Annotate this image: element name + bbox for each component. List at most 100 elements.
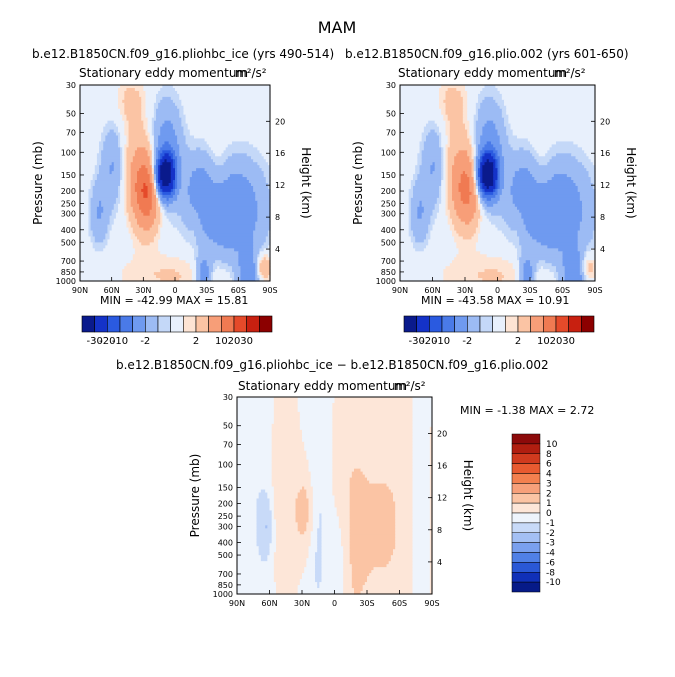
panel-left-stats: MIN = -42.99 MAX = 15.81 bbox=[100, 294, 248, 307]
colorbar-left-swatch bbox=[94, 315, 108, 333]
colorbar-right-label: -10 bbox=[434, 336, 450, 347]
colorbar-diff-swatch bbox=[511, 483, 541, 494]
panel-diff-ylabel: Pressure (mb) bbox=[188, 454, 202, 538]
panel-diff-lat-tick-label: 90N bbox=[229, 599, 245, 608]
panel-right-height-tick-label: 20 bbox=[600, 117, 610, 126]
colorbar-right-label: -20 bbox=[421, 336, 437, 347]
colorbar-diff-swatch bbox=[511, 443, 541, 455]
colorbar-diff-swatch bbox=[511, 512, 541, 524]
panel-left-pressure-tick-label: 70 bbox=[66, 128, 76, 137]
colorbar-right-label: 10 bbox=[537, 336, 550, 347]
panel-diff-case-title: b.e12.B1850CN.f09_g16.pliohbc_ice − b.e1… bbox=[116, 358, 549, 372]
panel-left-units: m²/s² bbox=[235, 66, 267, 80]
colorbar-right-label: -2 bbox=[462, 336, 472, 347]
panel-diff-lat-tick-label: 90S bbox=[424, 599, 439, 608]
colorbar-right-swatch bbox=[454, 315, 468, 333]
panel-diff-height-tick-label: 12 bbox=[437, 494, 447, 503]
panel-diff-pressure-tick-label: 100 bbox=[218, 461, 233, 470]
panel-left-lat-tick-label: 60N bbox=[104, 286, 120, 295]
colorbar-diff-label: 10 bbox=[546, 440, 558, 450]
panel-left-lat-tick-label: 90S bbox=[262, 286, 277, 295]
panel-left-pressure-tick-label: 1000 bbox=[56, 277, 76, 286]
colorbar-left-label: -20 bbox=[99, 336, 115, 347]
panel-right-pressure-tick-label: 70 bbox=[386, 128, 396, 137]
panel-left-pressure-tick-label: 400 bbox=[61, 226, 76, 235]
panel-left-height-tick-label: 12 bbox=[275, 181, 285, 190]
panel-diff: b.e12.B1850CN.f09_g16.pliohbc_ice − b.e1… bbox=[116, 358, 594, 608]
colorbar-right-swatch bbox=[441, 315, 455, 333]
colorbar-diff-label: 8 bbox=[546, 450, 552, 460]
colorbar-diff-swatch bbox=[511, 581, 541, 593]
colorbar-diff-swatch bbox=[511, 572, 541, 583]
panel-diff-pressure-tick-label: 850 bbox=[218, 581, 233, 590]
colorbar-diff-swatch bbox=[511, 473, 541, 484]
panel-left-pressure-tick-label: 50 bbox=[66, 110, 76, 119]
panel-diff-lat-tick-label: 60S bbox=[392, 599, 407, 608]
panel-right-lat-tick-label: 60S bbox=[555, 286, 570, 295]
panel-left-lat-tick-label: 30N bbox=[135, 286, 151, 295]
colorbar-diff-label: 4 bbox=[546, 470, 552, 480]
panel-left-y2label: Height (km) bbox=[299, 147, 313, 218]
colorbar-diff-swatch bbox=[511, 562, 541, 573]
colorbar-right-swatch bbox=[505, 315, 519, 333]
colorbar-diff-swatch bbox=[511, 433, 541, 445]
panel-right-pressure-tick-label: 150 bbox=[381, 171, 396, 180]
panel-right-pressure-tick-label: 50 bbox=[386, 110, 396, 119]
colorbar-left-label: 30 bbox=[240, 336, 253, 347]
colorbar-left-swatch bbox=[81, 315, 95, 333]
panel-left-pressure-tick-label: 500 bbox=[61, 238, 76, 247]
colorbar-diff-label: -8 bbox=[546, 568, 555, 578]
colorbar-diff-swatch bbox=[511, 493, 541, 504]
panel-left-pressure-tick-label: 200 bbox=[61, 187, 76, 196]
panel-diff-pressure-tick-label: 150 bbox=[218, 483, 233, 492]
panel-right-pressure-tick-label: 700 bbox=[381, 257, 396, 266]
colorbar-diff-label: 3 bbox=[546, 479, 552, 489]
panel-right-y2label: Height (km) bbox=[624, 147, 638, 218]
panel-left-pressure-tick-label: 100 bbox=[61, 148, 76, 157]
panel-left-pressure-tick-label: 300 bbox=[61, 210, 76, 219]
panel-right-pressure-tick-label: 400 bbox=[381, 226, 396, 235]
panel-left-lat-tick-label: 0 bbox=[172, 286, 177, 295]
panel-diff-pressure-tick-label: 700 bbox=[218, 570, 233, 579]
panel-left-pressure-tick-label: 150 bbox=[61, 171, 76, 180]
panel-right: b.e12.B1850CN.f09_g16.plio.002 (yrs 601-… bbox=[345, 47, 638, 307]
panel-right-lat-tick-label: 90N bbox=[392, 286, 408, 295]
panel-diff-pressure-tick-label: 500 bbox=[218, 551, 233, 560]
colorbar-right-swatch bbox=[555, 315, 569, 333]
colorbar-diff-label: 0 bbox=[546, 509, 552, 519]
panel-diff-pressure-tick-label: 70 bbox=[223, 441, 233, 450]
colorbar-left-swatch bbox=[208, 315, 222, 333]
panel-diff-lat-tick-label: 0 bbox=[332, 599, 337, 608]
colorbar-right-swatch bbox=[416, 315, 430, 333]
colorbar-left-label: 20 bbox=[228, 336, 241, 347]
panel-left-field bbox=[80, 85, 271, 282]
panel-right-lat-tick-label: 60N bbox=[424, 286, 440, 295]
panel-left-lat-tick-label: 60S bbox=[231, 286, 246, 295]
panel-left-lat-tick-label: 90N bbox=[72, 286, 88, 295]
colorbar-diff-swatch bbox=[511, 522, 541, 534]
panel-right-pressure-tick-label: 100 bbox=[381, 148, 396, 157]
colorbar-diff-swatch bbox=[511, 552, 541, 563]
panel-right-height-tick-label: 4 bbox=[600, 245, 605, 254]
panel-diff-pressure-tick-label: 50 bbox=[223, 422, 233, 431]
panel-diff-pressure-tick-label: 250 bbox=[218, 512, 233, 521]
panel-left-pressure-tick-label: 700 bbox=[61, 257, 76, 266]
panel-left-subtitle: Stationary eddy momentum bbox=[79, 66, 248, 80]
colorbar-right-label: 30 bbox=[562, 336, 575, 347]
colorbar-diff-label: -6 bbox=[546, 558, 555, 568]
panel-diff-lat-tick-label: 30N bbox=[294, 599, 310, 608]
panel-left-ylabel: Pressure (mb) bbox=[31, 141, 45, 225]
panel-right-height-tick-label: 12 bbox=[600, 181, 610, 190]
panel-right-case-title: b.e12.B1850CN.f09_g16.plio.002 (yrs 601-… bbox=[345, 47, 629, 61]
colorbar-left-swatch bbox=[246, 315, 260, 333]
panel-diff-pressure-tick-label: 400 bbox=[218, 539, 233, 548]
panel-right-height-tick-label: 8 bbox=[600, 213, 605, 222]
panel-diff-height-tick-label: 4 bbox=[437, 558, 442, 567]
colorbar-right-swatch bbox=[517, 315, 531, 333]
colorbar-diff-label: 2 bbox=[546, 489, 552, 499]
panel-right-units: m²/s² bbox=[554, 66, 586, 80]
colorbar-right-swatch bbox=[467, 315, 481, 333]
panel-right-pressure-tick-label: 300 bbox=[381, 210, 396, 219]
colorbar-left-swatch bbox=[183, 315, 197, 333]
colorbar-diff-label: -4 bbox=[546, 549, 555, 559]
